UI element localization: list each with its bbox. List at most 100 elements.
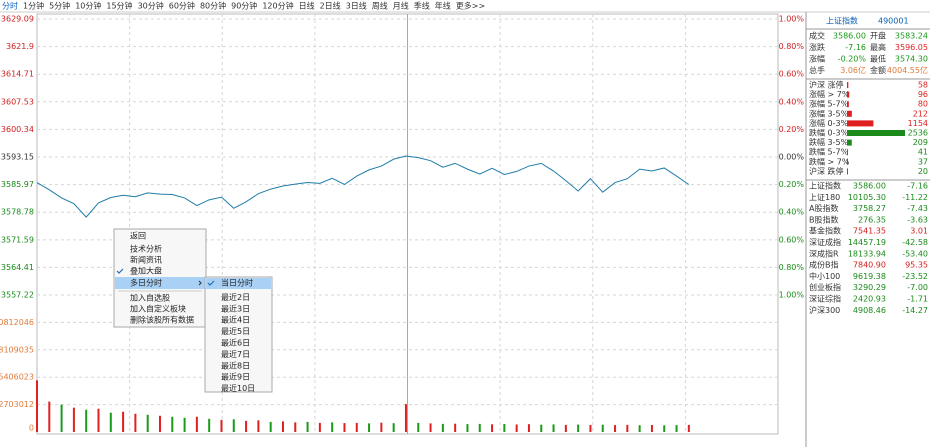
menu-item[interactable]: 返回 (130, 232, 146, 241)
toolbar-tab[interactable]: 月线 (393, 1, 409, 11)
toolbar-tab[interactable]: 30分钟 (138, 1, 164, 11)
quote-value: 3583.24 (895, 32, 928, 41)
volume-bar (589, 425, 592, 432)
volume-bar (515, 424, 518, 432)
index-name: 沪深300 (809, 305, 840, 315)
volume-bar (638, 425, 641, 432)
submenu-item[interactable]: 当日分时 (221, 278, 253, 288)
toolbar-tab[interactable]: 周线 (372, 1, 388, 11)
volume-bar (318, 422, 321, 432)
volume-bar (478, 423, 481, 432)
breadth-label: 涨幅 0-3% (809, 118, 849, 128)
index-price: 2420.93 (853, 295, 886, 304)
index-price: 7840.90 (853, 261, 886, 270)
volume-bar (552, 424, 555, 432)
index-change: -11.22 (902, 193, 928, 202)
breadth-label: 涨幅 > 7% (809, 89, 850, 99)
volume-bar (269, 421, 272, 432)
breadth-bar (847, 82, 849, 88)
volume-bar (626, 424, 629, 432)
breadth-label: 涨幅 3-5% (809, 108, 849, 118)
volume-bar (294, 422, 297, 432)
index-name: 成份B指 (809, 260, 839, 270)
y-tick-label: 3600.34 (1, 125, 34, 134)
y2-tick-label: 0.80% (779, 263, 805, 272)
breadth-bar (847, 91, 850, 98)
submenu-item[interactable]: 最近2日 (221, 292, 250, 302)
submenu (204, 276, 273, 393)
y2-tick-label: 0.20% (779, 125, 805, 134)
toolbar-tab[interactable]: 5分钟 (49, 1, 70, 11)
submenu-item[interactable]: 最近7日 (221, 349, 250, 359)
volume-bar (687, 424, 690, 432)
toolbar-tab[interactable]: 日线 (299, 1, 315, 11)
check-mark (207, 280, 215, 286)
toolbar-tab[interactable]: 10分钟 (75, 1, 101, 11)
breadth-label: 沪深 跌停 (809, 166, 844, 176)
toolbar-tab[interactable]: 年线 (435, 1, 451, 11)
index-price: 4908.46 (853, 306, 886, 315)
check-mark (116, 268, 124, 274)
submenu-item[interactable]: 最近3日 (221, 303, 250, 313)
index-price: 18133.94 (848, 249, 886, 258)
volume-bar (601, 424, 604, 432)
toolbar-tab[interactable]: 90分钟 (231, 1, 257, 11)
submenu-item[interactable]: 最近5日 (221, 326, 250, 336)
menu-item[interactable]: 多日分时 (130, 278, 162, 288)
toolbar-tab[interactable]: 分时 (2, 1, 18, 11)
y-tick-label: 3564.41 (1, 263, 34, 272)
menu-highlight (115, 277, 205, 289)
submenu-item[interactable]: 最近10日 (221, 383, 255, 393)
breadth-bar (847, 149, 848, 156)
y2-tick-label: 0.80% (779, 42, 805, 51)
breadth-label: 跌幅 3-5% (809, 137, 849, 147)
volume-bar (491, 424, 494, 432)
breadth-label: 涨幅 5-7% (809, 99, 849, 109)
toolbar-tab[interactable]: 2日线 (320, 1, 341, 11)
breadth-label: 跌幅 5-7% (809, 147, 849, 157)
toolbar-tab[interactable]: 1分钟 (23, 1, 44, 11)
breadth-bar (847, 168, 848, 175)
index-change: -42.58 (902, 238, 928, 247)
y-tick-label: 3621.9 (6, 42, 34, 51)
toolbar-tab[interactable]: 15分钟 (106, 1, 132, 11)
index-change: -7.16 (907, 182, 928, 191)
menu-item[interactable]: 技术分析 (130, 244, 162, 254)
volume-bar (109, 412, 112, 432)
volume-bar (85, 409, 88, 432)
toolbar-tab[interactable]: 更多>> (456, 1, 485, 11)
y-tick-label: 3607.53 (1, 97, 34, 106)
panel-title: 上证指数 (826, 16, 858, 26)
index-change: -7.43 (907, 204, 928, 213)
menu-item[interactable]: 加入自选股 (130, 293, 170, 303)
breadth-bar (847, 110, 852, 117)
breadth-value: 20 (918, 167, 928, 176)
quote-value: 4004.55亿 (887, 65, 928, 75)
index-price: 7541.35 (853, 227, 886, 236)
submenu-item[interactable]: 最近8日 (221, 360, 250, 370)
breadth-bar (847, 139, 852, 146)
menu-item[interactable]: 删除该股所有数据 (130, 315, 194, 325)
toolbar-tab[interactable]: 60分钟 (169, 1, 195, 11)
quote-label: 总手 (809, 65, 825, 75)
menu-item[interactable]: 新闻资讯 (130, 255, 162, 265)
volume-bar (368, 423, 371, 432)
toolbar-tab[interactable]: 季线 (414, 1, 430, 11)
volume-bar (650, 425, 653, 432)
y2-tick-label: 1.00% (779, 15, 805, 24)
submenu-item[interactable]: 最近4日 (221, 315, 250, 325)
y2-tick-label: 0.40% (779, 97, 805, 106)
toolbar-tab[interactable]: 120分钟 (262, 1, 293, 11)
volume-bar (380, 422, 383, 432)
toolbar-tab[interactable]: 3日线 (346, 1, 367, 11)
volume-bar (281, 421, 284, 432)
menu-item[interactable]: 加入自定义板块 (130, 304, 186, 314)
submenu-item[interactable]: 最近6日 (221, 338, 250, 348)
toolbar-tab[interactable]: 80分钟 (200, 1, 226, 11)
breadth-bar (847, 130, 905, 136)
index-price: 10105.30 (848, 193, 886, 202)
menu-item[interactable]: 叠加大盘 (130, 266, 162, 276)
y-tick-label: 3571.59 (1, 235, 34, 244)
submenu-item[interactable]: 最近9日 (221, 372, 250, 382)
